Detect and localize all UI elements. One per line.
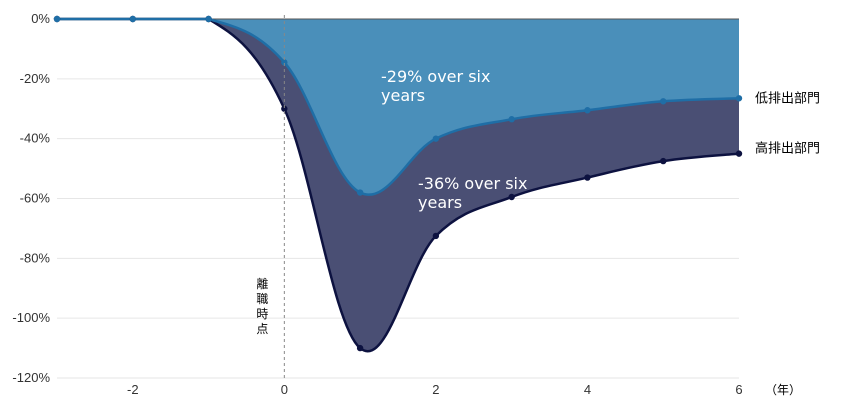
x-tick-label: 4 — [584, 382, 591, 397]
separation-label-char: 離 — [256, 277, 268, 291]
data-point — [508, 193, 515, 201]
data-point — [129, 15, 136, 23]
x-unit-label: （年） — [765, 383, 801, 397]
annotation-line: -36% over six — [418, 174, 527, 193]
annotation-line: years — [418, 193, 462, 212]
data-point — [735, 150, 743, 157]
y-tick-label: -20% — [20, 71, 51, 86]
series-label-low: 低排出部門 — [755, 91, 820, 106]
x-tick-label: 0 — [281, 382, 288, 397]
data-point — [205, 15, 212, 23]
data-point — [356, 344, 364, 352]
data-point — [281, 59, 288, 66]
x-tick-label: 6 — [735, 382, 742, 397]
data-point — [432, 135, 440, 142]
separation-label-char: 点 — [256, 322, 268, 336]
data-point — [281, 105, 288, 112]
separation-label-char: 職 — [256, 292, 268, 306]
data-point — [508, 116, 515, 123]
data-point — [735, 95, 743, 102]
y-tick-label: -40% — [20, 131, 51, 146]
y-tick-label: -120% — [12, 370, 50, 385]
x-tick-label: 2 — [432, 382, 439, 397]
series-line — [56, 17, 740, 196]
series-area — [57, 19, 739, 195]
data-point — [660, 157, 667, 165]
data-point — [584, 107, 591, 114]
data-point — [356, 189, 364, 196]
series-label-high: 高排出部門 — [755, 141, 820, 157]
annotation-high: -36% over six years — [418, 174, 527, 212]
y-tick-label: -60% — [20, 191, 51, 206]
y-tick-label: -80% — [20, 250, 51, 265]
data-point — [53, 15, 61, 23]
x-tick-label: -2 — [127, 382, 139, 397]
annotation-low: -29% over six years — [381, 67, 490, 105]
y-tick-label: 0% — [31, 11, 50, 26]
data-point — [660, 98, 667, 105]
annotation-line: years — [381, 86, 425, 105]
separation-label-char: 時 — [256, 307, 268, 321]
data-point — [432, 232, 440, 240]
y-tick-label: -100% — [12, 310, 50, 325]
annotation-line: -29% over six — [381, 67, 490, 86]
data-point — [584, 174, 591, 181]
